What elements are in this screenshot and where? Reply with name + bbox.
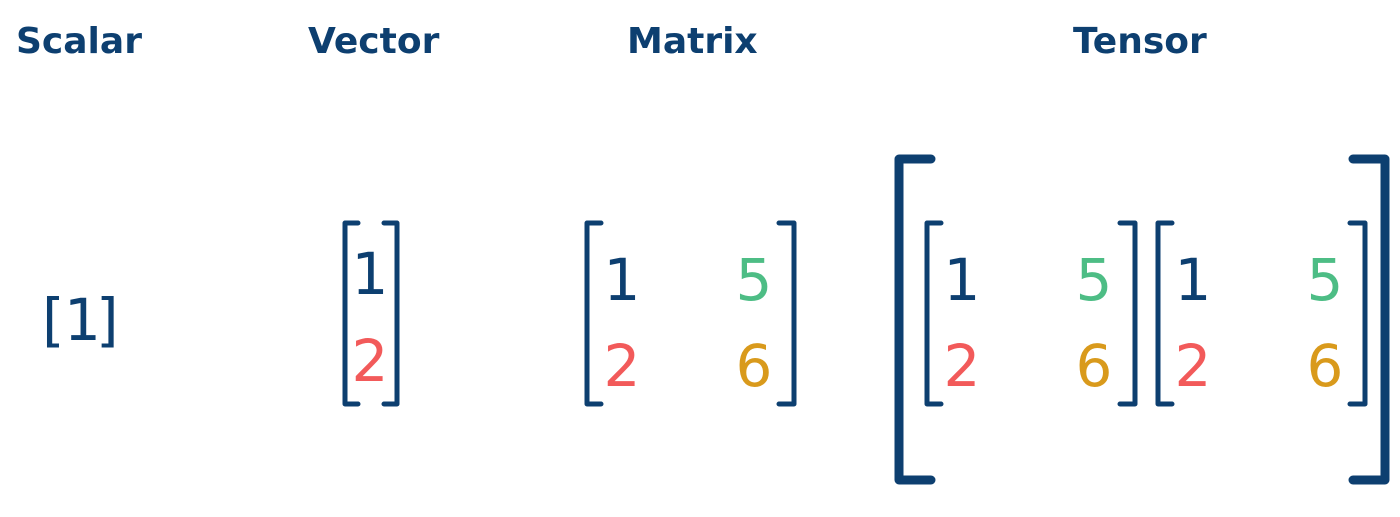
- tensor-cell: 2: [944, 332, 981, 400]
- vector-right-bracket: [381, 220, 400, 407]
- matrix-left-bracket: [584, 220, 604, 407]
- matrix-example: 1 5 2 6: [584, 220, 797, 407]
- matrix-heading: Matrix: [627, 21, 758, 62]
- matrix-cell: 2: [604, 332, 641, 400]
- tensor-slice-1: 1 5 2 6: [924, 220, 1138, 407]
- tensor-cell: 6: [1307, 332, 1344, 400]
- tensor-slice-left-bracket: [1155, 220, 1175, 407]
- tensor-slice-right-bracket: [1347, 220, 1368, 407]
- tensor-slice-2: 1 5 2 6: [1155, 220, 1368, 407]
- tensor-outer-right-bracket: [1348, 154, 1390, 485]
- tensor-cell: 5: [1076, 246, 1113, 314]
- tensor-heading: Tensor: [1073, 21, 1207, 62]
- matrix-cell: 5: [736, 246, 773, 314]
- matrix-cell: 6: [736, 332, 773, 400]
- vector-heading: Vector: [308, 21, 440, 62]
- tensor-slice-left-bracket: [924, 220, 944, 407]
- vector-cell: 1: [352, 240, 389, 308]
- vector-cell: 2: [352, 327, 389, 395]
- tensor-cell: 1: [1175, 246, 1212, 314]
- scalar-open-bracket: [: [42, 286, 65, 354]
- vector-example: 1 2: [342, 220, 400, 407]
- tensor-slice-right-bracket: [1117, 220, 1138, 407]
- scalar-close-bracket: ]: [96, 286, 119, 354]
- scalar-example: [ 1 ]: [42, 286, 119, 354]
- vector-left-bracket: [342, 220, 361, 407]
- matrix-cell: 1: [604, 246, 641, 314]
- tensor-cell: 5: [1307, 246, 1344, 314]
- scalar-value: 1: [64, 286, 101, 354]
- matrix-right-bracket: [776, 220, 797, 407]
- tensor-cell: 6: [1076, 332, 1113, 400]
- tensor-cell: 1: [944, 246, 981, 314]
- tensor-outer-left-bracket: [894, 154, 936, 485]
- tensor-example: 1 5 2 6 1 5 2 6: [894, 154, 1390, 485]
- scalar-heading: Scalar: [16, 21, 142, 62]
- tensor-cell: 2: [1175, 332, 1212, 400]
